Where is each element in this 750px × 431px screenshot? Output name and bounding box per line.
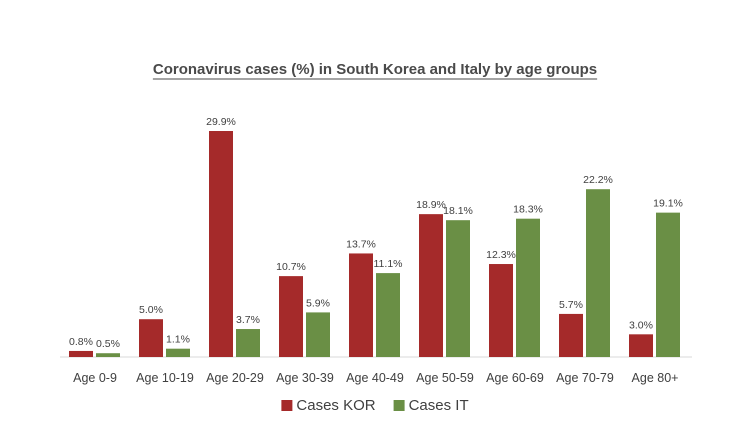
data-label-kor-4: 13.7% [346, 238, 376, 250]
legend-swatch [281, 400, 293, 411]
data-label-it-3: 5.9% [306, 297, 330, 309]
data-label-kor-0: 0.8% [69, 336, 93, 348]
legend-label: Cases KOR [296, 397, 375, 414]
data-label-kor-8: 3.0% [629, 319, 653, 331]
bar-kor-7 [559, 313, 583, 357]
bar-kor-6 [489, 264, 513, 357]
data-label-kor-5: 18.9% [416, 199, 446, 211]
bar-it-8 [656, 212, 680, 357]
legend-item-kor: Cases KOR [281, 397, 376, 414]
x-tick-label-3: Age 30-39 [276, 371, 334, 385]
data-label-it-1: 1.1% [166, 334, 190, 346]
bar-it-0 [96, 353, 120, 357]
bar-it-7 [586, 189, 610, 357]
x-axis-tick-labels: Age 0-9 Age 10-19 Age 20-29 Age 30-39 Age 40… [73, 371, 678, 385]
bar-kor-0 [69, 350, 93, 357]
chart-title: Coronavirus cases (%) in South Korea and… [153, 61, 597, 78]
legend-swatch [393, 400, 405, 411]
bar-it-5 [446, 220, 470, 357]
data-label-it-7: 22.2% [583, 174, 613, 186]
legend: Cases KOR Cases IT [281, 397, 469, 414]
data-labels-group: 0.8% 0.5% 5.0% 1.1% 29.9% 3.7% 10.7% 5.9% 13.7% 1… [69, 116, 683, 350]
data-label-kor-7: 5.7% [559, 299, 583, 311]
data-label-it-6: 18.3% [513, 204, 543, 216]
x-tick-label-6: Age 60-69 [486, 371, 544, 385]
bar-it-4 [376, 273, 400, 357]
data-label-kor-2: 29.9% [206, 116, 236, 128]
data-label-kor-3: 10.7% [276, 261, 306, 273]
bar-it-2 [236, 329, 260, 357]
bar-kor-5 [419, 214, 443, 357]
data-label-kor-6: 12.3% [486, 249, 516, 261]
x-tick-label-2: Age 20-29 [206, 371, 264, 385]
data-label-it-4: 11.1% [374, 258, 403, 270]
x-tick-label-0: Age 0-9 [73, 371, 117, 385]
bar-it-6 [516, 218, 540, 357]
x-tick-label-4: Age 40-49 [346, 371, 404, 385]
bar-kor-3 [279, 276, 303, 357]
bar-kor-8 [629, 334, 653, 357]
x-tick-label-1: Age 10-19 [136, 371, 194, 385]
data-label-it-2: 3.7% [236, 314, 260, 326]
data-label-it-5: 18.1% [443, 205, 473, 217]
x-tick-label-7: Age 70-79 [556, 371, 614, 385]
bar-it-3 [306, 312, 330, 357]
bar-kor-1 [139, 319, 163, 357]
data-label-kor-1: 5.0% [139, 304, 163, 316]
bars-group [69, 131, 680, 357]
legend-item-it: Cases IT [393, 397, 469, 414]
x-tick-label-8: Age 80+ [632, 371, 679, 385]
x-tick-label-5: Age 50-59 [416, 371, 474, 385]
data-label-it-0: 0.5% [96, 338, 120, 350]
bar-kor-2 [209, 131, 233, 357]
bar-it-1 [166, 348, 190, 357]
legend-label: Cases IT [409, 397, 469, 414]
data-label-it-8: 19.1% [653, 198, 683, 210]
bar-kor-4 [349, 253, 373, 357]
